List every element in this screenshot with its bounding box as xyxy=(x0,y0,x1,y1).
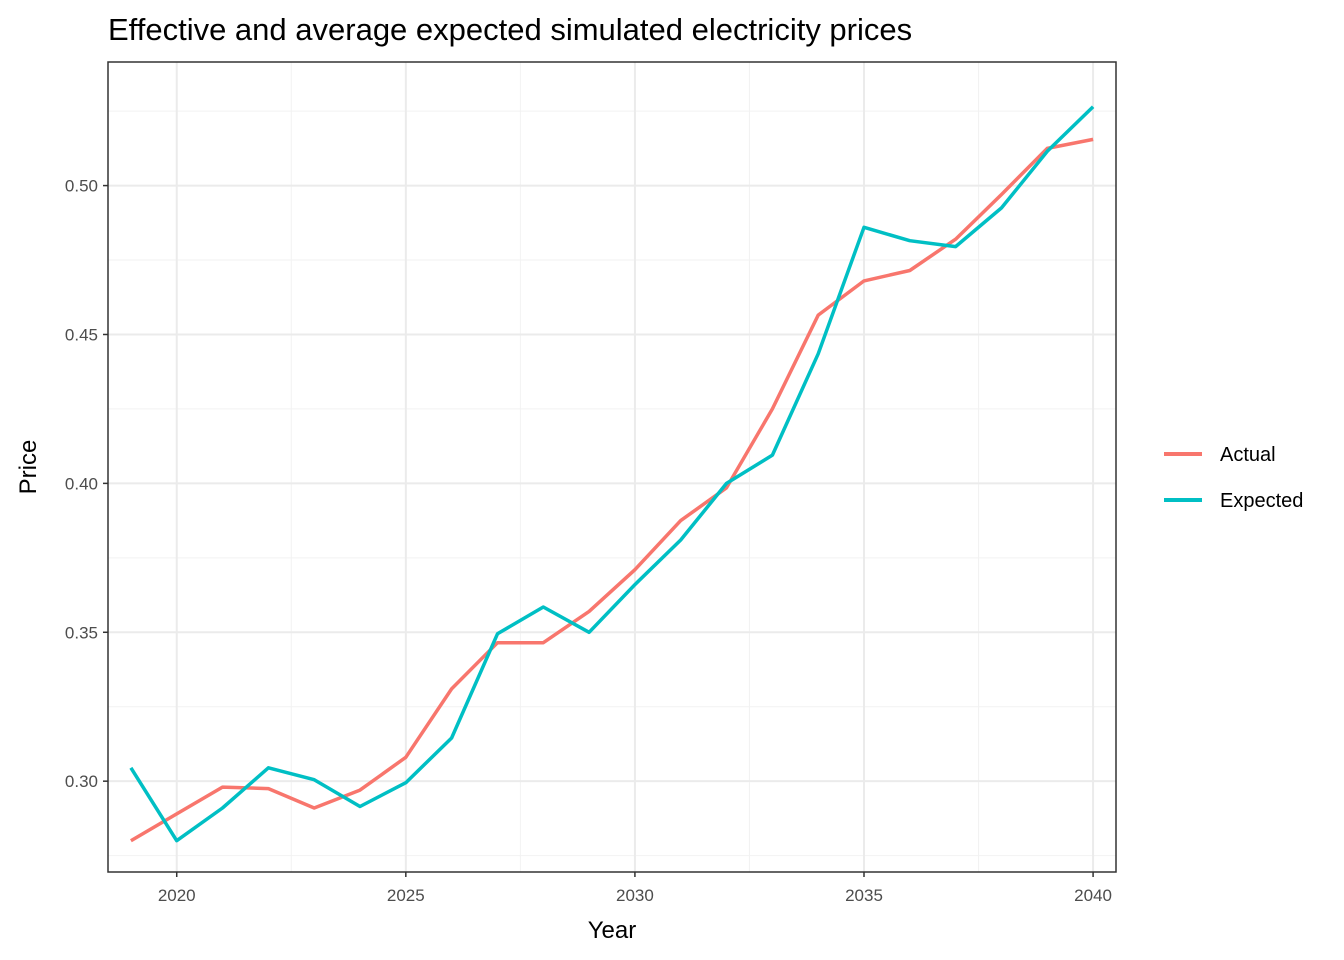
x-tick-label: 2025 xyxy=(387,886,425,905)
legend-label-expected: Expected xyxy=(1220,490,1303,512)
legend-label-actual: Actual xyxy=(1220,444,1276,466)
legend: Actual Expected xyxy=(1164,444,1303,512)
y-axis: 0.30 0.35 0.40 0.45 0.50 xyxy=(65,177,108,791)
x-axis-title: Year xyxy=(588,917,637,944)
series-line-actual xyxy=(130,137,1094,843)
y-tick-label: 0.30 xyxy=(65,772,98,791)
y-tick-label: 0.45 xyxy=(65,325,98,344)
y-tick-label: 0.50 xyxy=(65,177,98,196)
x-tick-label: 2035 xyxy=(845,886,883,905)
y-tick-label: 0.40 xyxy=(65,474,98,493)
y-tick-label: 0.35 xyxy=(65,623,98,642)
series-lines xyxy=(129,105,1095,843)
x-axis: 2020 2025 2030 2035 2040 xyxy=(158,872,1112,905)
plot-panel-border xyxy=(107,61,1117,873)
y-axis-title: Price xyxy=(15,440,42,495)
grid-lines xyxy=(108,62,1116,872)
chart-title: Effective and average expected simulated… xyxy=(108,12,912,47)
series-line-expected xyxy=(129,105,1095,843)
x-tick-label: 2020 xyxy=(158,886,196,905)
x-tick-label: 2030 xyxy=(616,886,654,905)
x-tick-label: 2040 xyxy=(1074,886,1112,905)
